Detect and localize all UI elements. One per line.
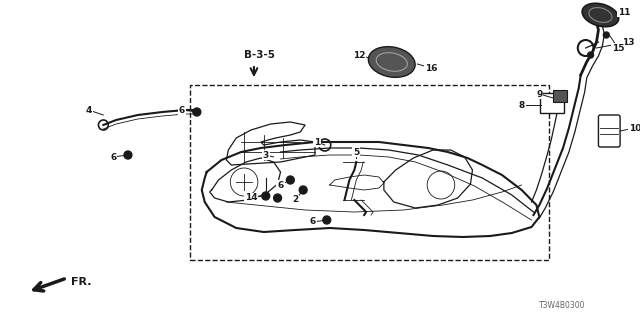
Circle shape bbox=[604, 32, 609, 38]
Circle shape bbox=[262, 192, 269, 200]
Text: 14: 14 bbox=[244, 194, 257, 203]
Text: 5: 5 bbox=[353, 148, 360, 156]
FancyBboxPatch shape bbox=[190, 85, 549, 260]
Text: 9: 9 bbox=[536, 90, 543, 99]
Text: FR.: FR. bbox=[71, 277, 92, 287]
FancyBboxPatch shape bbox=[540, 93, 564, 113]
Circle shape bbox=[274, 194, 282, 202]
FancyBboxPatch shape bbox=[553, 90, 567, 102]
Circle shape bbox=[300, 186, 307, 194]
Text: 15: 15 bbox=[612, 44, 625, 52]
Text: 10: 10 bbox=[628, 124, 640, 132]
Text: B-3-5: B-3-5 bbox=[244, 50, 275, 60]
Circle shape bbox=[323, 216, 331, 224]
Ellipse shape bbox=[582, 3, 619, 27]
Text: 4: 4 bbox=[85, 106, 92, 115]
Text: 11: 11 bbox=[618, 7, 630, 17]
Text: 6: 6 bbox=[310, 218, 316, 227]
Text: 1: 1 bbox=[314, 138, 320, 147]
Circle shape bbox=[193, 108, 201, 116]
Text: 12: 12 bbox=[353, 51, 365, 60]
Text: 6: 6 bbox=[179, 106, 185, 115]
Ellipse shape bbox=[369, 47, 415, 77]
Circle shape bbox=[588, 52, 593, 58]
Text: 6: 6 bbox=[110, 153, 116, 162]
Text: 13: 13 bbox=[621, 37, 634, 46]
Text: 2: 2 bbox=[292, 196, 298, 204]
Text: 8: 8 bbox=[518, 100, 525, 109]
Circle shape bbox=[287, 176, 294, 184]
Text: 3: 3 bbox=[262, 150, 269, 159]
Circle shape bbox=[124, 151, 132, 159]
Text: 6: 6 bbox=[277, 180, 284, 189]
Text: 16: 16 bbox=[425, 63, 437, 73]
Text: T3W4B0300: T3W4B0300 bbox=[540, 301, 586, 310]
FancyBboxPatch shape bbox=[598, 115, 620, 147]
